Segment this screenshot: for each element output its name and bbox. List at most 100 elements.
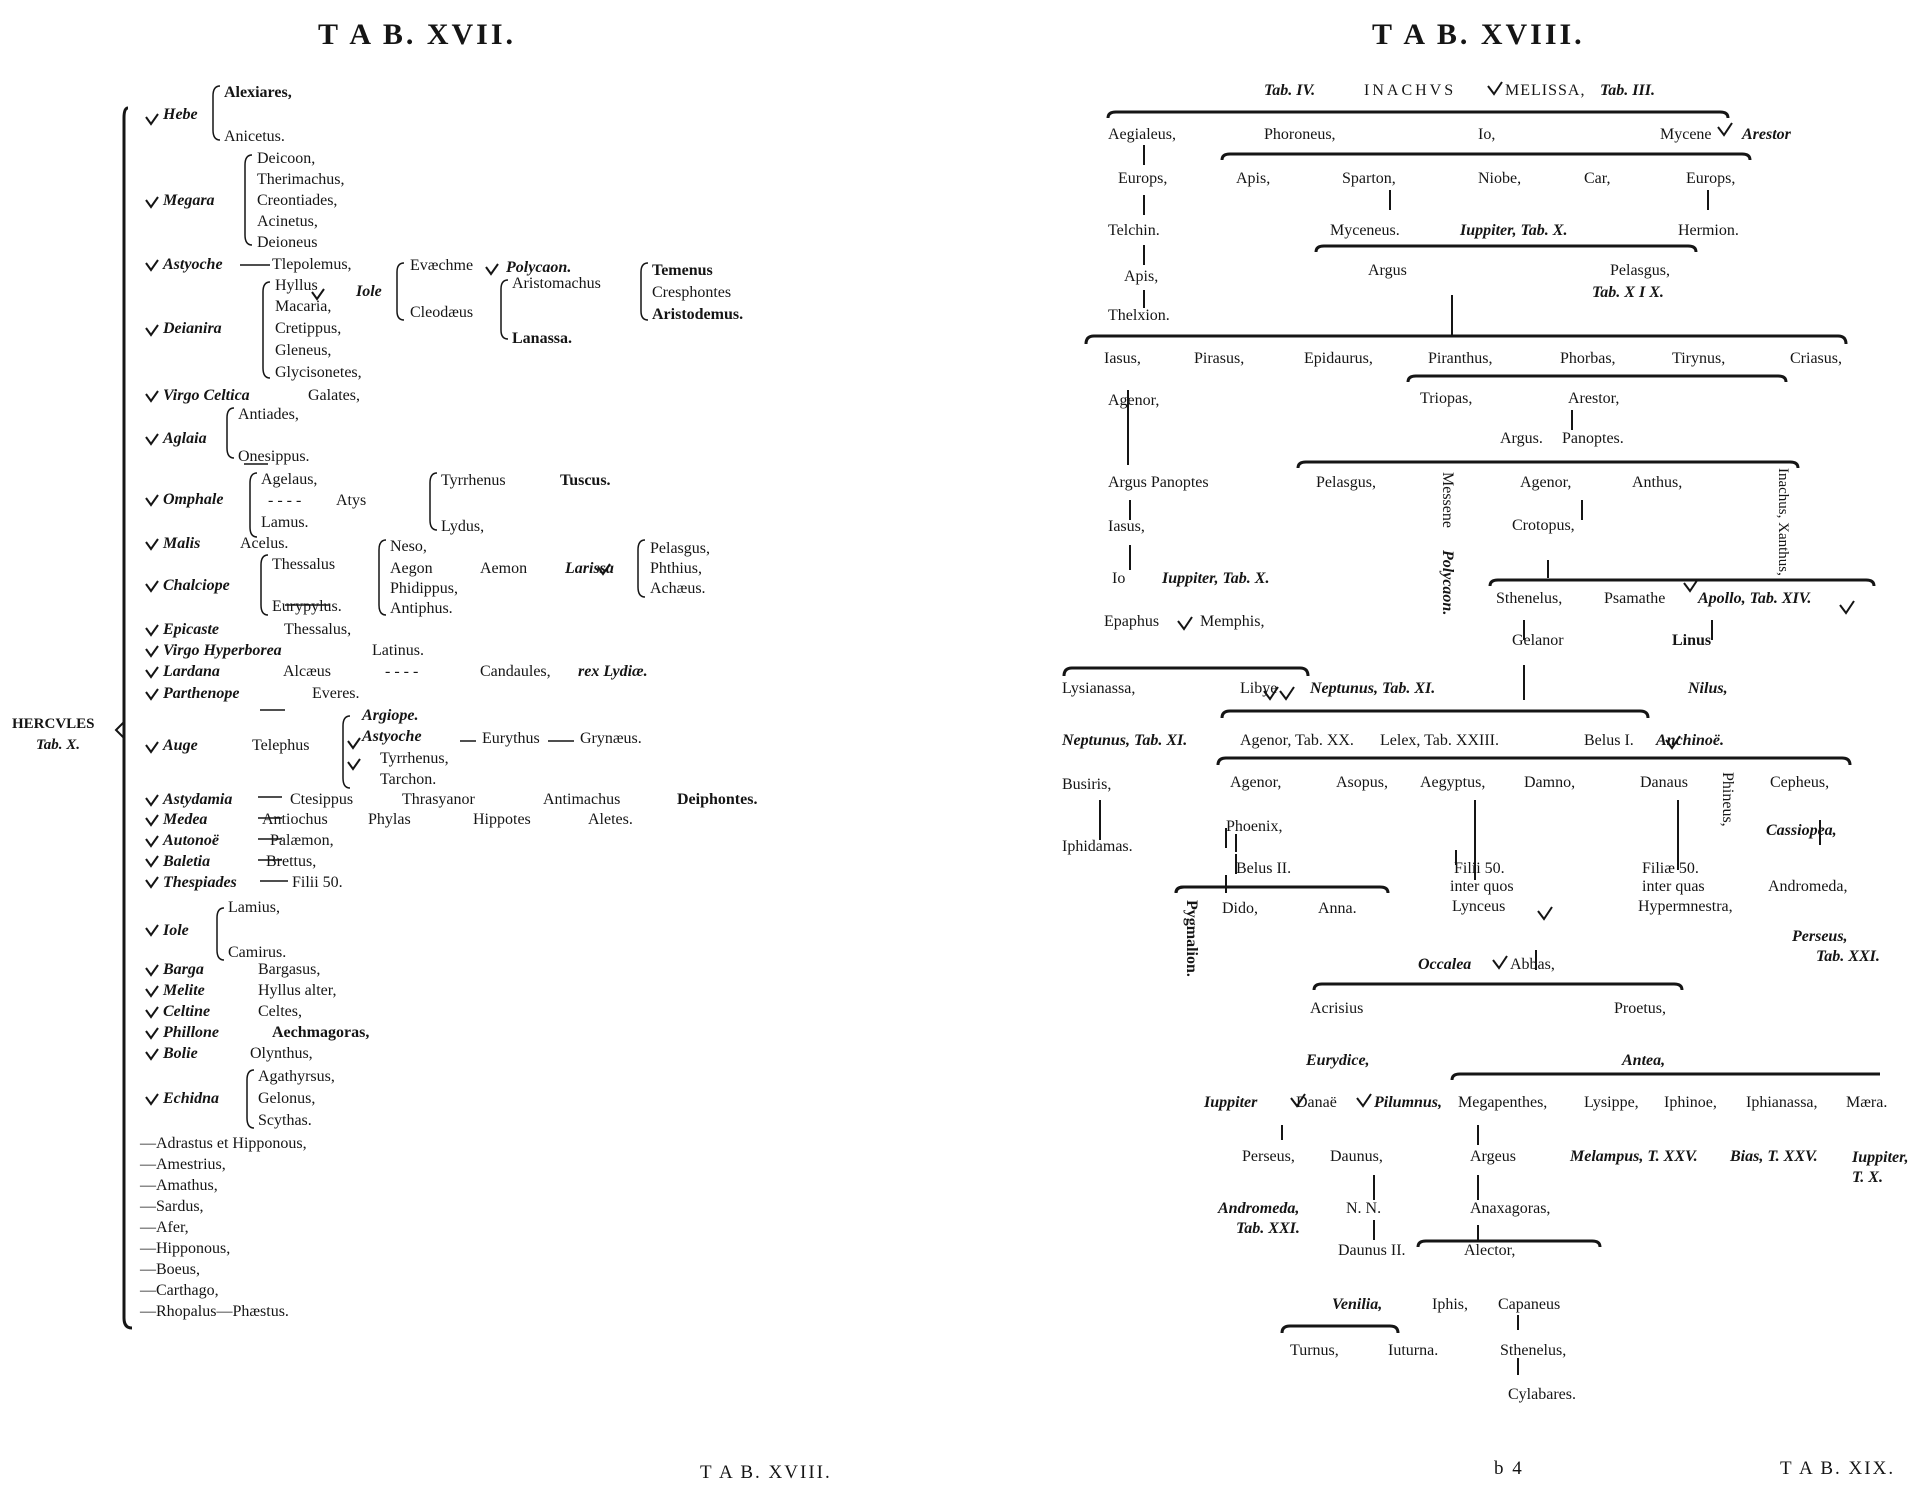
node-myceneus: Myceneus. [1330, 222, 1400, 239]
child-hippotes: Hippotes [473, 811, 531, 828]
child-cleodaeus: Cleodæus [410, 304, 474, 321]
node-arestor-2: Arestor, [1568, 390, 1620, 407]
left-page-title: T A B. XVII. [318, 18, 517, 51]
child-alexiares: Alexiares, [224, 84, 292, 101]
node-megapenthes: Megapenthes, [1458, 1094, 1548, 1111]
child-phylas: Phylas [368, 811, 411, 828]
child-candaules: Candaules, [480, 663, 551, 680]
node-phoroneus: Phoroneus, [1264, 126, 1336, 143]
person-phillone: Phillone [163, 1024, 220, 1041]
son-rhopalus: Rhopalus [156, 1303, 217, 1320]
node-iuppiter-2: Iuppiter, Tab. X. [1162, 570, 1270, 587]
node-abbas: Abbas, [1510, 956, 1555, 973]
node-polycaon: Polycaon. [1439, 550, 1456, 616]
child-aechmagoras: Aechmagoras, [272, 1024, 370, 1041]
node-apis-2: Apis, [1124, 268, 1159, 285]
node-iphis: Iphis, [1432, 1296, 1468, 1313]
node-sthenelus: Sthenelus, [1496, 590, 1563, 607]
child-antiphus: Antiphus. [390, 600, 453, 617]
node-anna: Anna. [1318, 900, 1357, 917]
person-chalciope: Chalciope [163, 577, 230, 594]
child-aletes: Aletes. [588, 811, 633, 828]
node-agenor-1: Agenor, [1108, 392, 1160, 409]
person-bolie: Bolie [163, 1045, 198, 1062]
child-aristomachus: Aristomachus [512, 275, 601, 292]
left-footer-catchword: T A B. XVIII. [700, 1462, 832, 1483]
child-thessalus-2: Thessalus, [284, 621, 352, 638]
right-page-title: T A B. XVIII. [1372, 18, 1585, 51]
node-memphis: Memphis, [1200, 613, 1265, 630]
node-argeus: Argeus [1470, 1148, 1516, 1165]
node-andromeda-2: Andromeda, [1218, 1200, 1300, 1217]
child-grynaeus: Grynæus. [580, 730, 642, 747]
node-pirasus: Pirasus, [1194, 350, 1245, 367]
node-argus-panoptes: Argus Panoptes [1108, 474, 1209, 491]
node-telchin: Telchin. [1108, 222, 1160, 239]
node-phineus: Phineus, [1719, 772, 1736, 827]
child-anicetus: Anicetus. [224, 128, 285, 145]
node-europs-2: Europs, [1686, 170, 1736, 187]
node-iasus-2: Iasus, [1108, 518, 1145, 535]
child-eurythus: Eurythus [482, 730, 540, 747]
child-hyllus: Hyllus [275, 277, 318, 294]
node-piranthus: Piranthus, [1428, 350, 1493, 367]
node-belus-1: Belus I. [1584, 732, 1634, 749]
node-anchinoe: Anchinoë. [1656, 732, 1725, 749]
node-alector: Alector, [1464, 1242, 1516, 1259]
child-tarchon: Tarchon. [380, 771, 437, 788]
node-gelanor: Gelanor [1512, 632, 1564, 649]
child-telephus: Telephus [252, 737, 310, 754]
person-megara: Megara [163, 192, 215, 209]
node-daunus-2: Daunus II. [1338, 1242, 1406, 1259]
node-linus: Linus [1672, 632, 1712, 649]
child-lamus: Lamus. [261, 514, 309, 531]
node-car: Car, [1584, 170, 1611, 187]
node-apollo: Apollo, Tab. XIV. [1698, 590, 1812, 607]
node-io: Io, [1478, 126, 1496, 143]
node-iphianassa: Iphianassa, [1746, 1094, 1818, 1111]
node-iphidamas: Iphidamas. [1062, 838, 1133, 855]
person-parthenope: Parthenope [163, 685, 240, 702]
node-aegyptus: Aegyptus, [1420, 774, 1486, 791]
child-evaechme: Evæchme [410, 257, 474, 274]
node-epidaurus: Epidaurus, [1304, 350, 1373, 367]
person-astyoche: Astyoche [163, 256, 223, 273]
node-agenor-2: Agenor, [1520, 474, 1572, 491]
grandson-phaestus: Phæstus. [232, 1303, 289, 1320]
person-autonoe: Autonoë [163, 832, 220, 849]
node-iuturna: Iuturna. [1388, 1342, 1439, 1359]
root-hercules: HERCVLES [12, 716, 95, 732]
node-argus-2: Argus. [1500, 430, 1543, 447]
node-filii-50: Filii 50. [1454, 860, 1505, 877]
child-celtes: Celtes, [258, 1003, 302, 1020]
node-inter-quos: inter quos [1450, 878, 1514, 895]
spouse-argiope: Argiope. [362, 707, 419, 724]
child-onesippus: Onesippus. [238, 448, 310, 465]
node-iuppiter-tab-x: Iuppiter, Tab. X. [1460, 222, 1568, 239]
node-danae: Danaë [1296, 1094, 1337, 1111]
person-barga: Barga [163, 961, 204, 978]
child-latinus: Latinus. [372, 642, 424, 659]
person-melissa: MELISSA, [1505, 82, 1586, 99]
page-signature: b 4 [1494, 1458, 1524, 1479]
child-pelasgus: Pelasgus, [650, 540, 710, 557]
ref-tab-iv: Tab. IV. [1264, 82, 1316, 99]
node-neptunus-1: Neptunus, Tab. XI. [1310, 680, 1436, 697]
node-europs-1: Europs, [1118, 170, 1168, 187]
child-antimachus: Antimachus [543, 791, 621, 808]
person-celtine: Celtine [163, 1003, 211, 1020]
child-atys: Atys [336, 492, 367, 509]
child-acelus: Acelus. [240, 535, 289, 552]
child-gelonus: Gelonus, [258, 1090, 316, 1107]
child-olynthus: Olynthus, [250, 1045, 313, 1062]
node-arestor: Arestor [1742, 126, 1791, 143]
node-perseus-2: Perseus, [1242, 1148, 1295, 1165]
child-neso: Neso, [390, 538, 427, 555]
node-iasus-1: Iasus, [1104, 350, 1141, 367]
child-lamius: Lamius, [228, 899, 280, 916]
child-agelaus: Agelaus, [261, 471, 318, 488]
root-ref: Tab. X. [36, 737, 81, 753]
child-deioneus: Deioneus [257, 234, 318, 251]
node-damno: Damno, [1524, 774, 1576, 791]
node-iphinoe: Iphinoe, [1664, 1094, 1717, 1111]
